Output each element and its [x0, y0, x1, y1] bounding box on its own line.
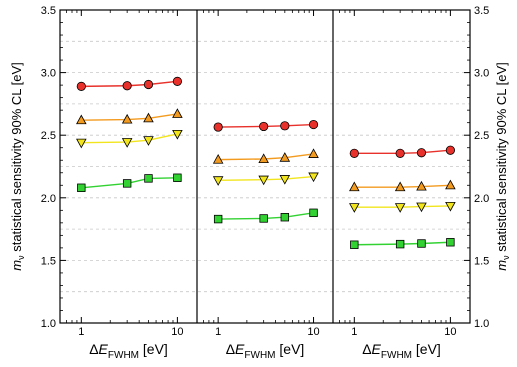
series-layer: [76, 76, 456, 249]
y-tick-label-left: 1.0: [41, 318, 56, 330]
data-point-circle: [349, 148, 359, 158]
data-point-triangle-down: [258, 175, 269, 186]
data-point-circle: [259, 121, 269, 132]
data-point-triangle-down: [172, 129, 183, 140]
data-point-square: [213, 214, 223, 224]
data-point-triangle-up: [416, 180, 427, 191]
series-line: [218, 212, 314, 220]
series-line: [354, 205, 451, 208]
frame-layer: [59, 9, 471, 324]
series-line: [218, 123, 314, 128]
grid-layer: [60, 40, 470, 293]
data-point-square: [395, 239, 405, 249]
data-point-circle: [76, 81, 86, 91]
series-line: [354, 184, 451, 188]
data-point-circle: [308, 119, 319, 130]
data-point-square: [309, 208, 318, 218]
data-point-triangle-down: [308, 172, 319, 183]
data-point-triangle-down: [76, 138, 87, 149]
x-tick-label: 10: [444, 326, 456, 338]
data-point-triangle-up: [172, 108, 183, 118]
y-tick-label-right: 1.5: [474, 255, 489, 267]
data-point-square: [417, 239, 426, 248]
series-line: [81, 80, 178, 88]
y-axis-label-right: mν statistical sensitivity 90% CL [eV]: [494, 62, 511, 271]
y-tick-label-right: 3.0: [474, 68, 489, 80]
label-layer: 1.0 1.01.5 1.52.0 2.02.5 2.53.0 3.03.5 3.51 10Δ…: [9, 5, 511, 361]
series-line: [354, 149, 451, 155]
data-point-triangle-up: [258, 153, 269, 163]
series-line: [81, 113, 178, 121]
data-point-triangle-down: [279, 175, 291, 185]
data-point-triangle-down: [349, 203, 360, 213]
x-tick-label: 10: [171, 326, 183, 338]
data-point-square: [280, 213, 290, 222]
data-point-square: [144, 174, 153, 183]
series-line: [218, 153, 314, 161]
x-axis-label: ΔEFWHM [eV]: [362, 341, 441, 361]
x-axis-label: ΔEFWHM [eV]: [89, 341, 168, 361]
data-point-circle: [416, 148, 427, 158]
data-point-triangle-up: [349, 181, 360, 192]
data-point-square: [446, 238, 455, 247]
data-point-triangle-down: [143, 136, 154, 146]
data-point-circle: [172, 76, 182, 86]
data-point-circle: [395, 148, 405, 158]
y-tick-label-right: 2.5: [474, 130, 489, 142]
y-tick-label-right: 1.0: [474, 318, 489, 330]
data-point-triangle-down: [121, 138, 133, 148]
data-point-square: [350, 240, 359, 249]
series-line: [81, 133, 178, 144]
x-tick-label: 1: [78, 326, 84, 338]
plot-frame: [59, 9, 471, 324]
series-line: [81, 177, 178, 189]
data-point-circle: [122, 81, 132, 91]
data-point-triangle-down: [394, 203, 406, 213]
data-point-triangle-up: [143, 112, 154, 123]
data-point-triangle-down: [445, 201, 456, 212]
y-tick-label-left: 2.0: [41, 193, 56, 205]
data-point-square: [122, 179, 132, 188]
data-point-triangle-down: [416, 202, 427, 213]
series-line: [218, 175, 314, 181]
series-line: [354, 241, 451, 246]
data-point-triangle-up: [76, 114, 87, 125]
data-point-triangle-up: [121, 113, 133, 124]
data-point-triangle-up: [445, 179, 456, 190]
y-tick-label-left: 2.5: [41, 130, 56, 142]
data-point-square: [173, 173, 182, 182]
y-tick-label-right: 3.5: [474, 5, 489, 17]
y-axis-label-left: mν statistical sensitivity 90% CL [eV]: [9, 62, 26, 271]
x-tick-label: 1: [215, 326, 221, 338]
x-tick-label: 1: [351, 326, 357, 338]
data-point-triangle-up: [279, 152, 291, 162]
data-point-triangle-up: [212, 153, 224, 164]
y-tick-label-left: 3.5: [41, 5, 56, 17]
data-point-triangle-up: [394, 181, 406, 192]
data-point-circle: [280, 121, 290, 131]
data-point-circle: [143, 79, 154, 90]
tick-layer: [60, 9, 470, 324]
data-point-circle: [213, 122, 223, 132]
y-tick-label-left: 3.0: [41, 68, 56, 80]
data-point-square: [259, 214, 268, 223]
y-tick-label-right: 2.0: [474, 193, 489, 205]
y-tick-label-left: 1.5: [41, 255, 56, 267]
data-point-circle: [445, 145, 455, 155]
x-tick-label: 10: [307, 326, 319, 338]
data-point-triangle-down: [212, 176, 224, 186]
data-point-square: [77, 183, 86, 192]
x-axis-label: ΔEFWHM [eV]: [226, 341, 305, 361]
data-point-triangle-up: [308, 148, 319, 158]
